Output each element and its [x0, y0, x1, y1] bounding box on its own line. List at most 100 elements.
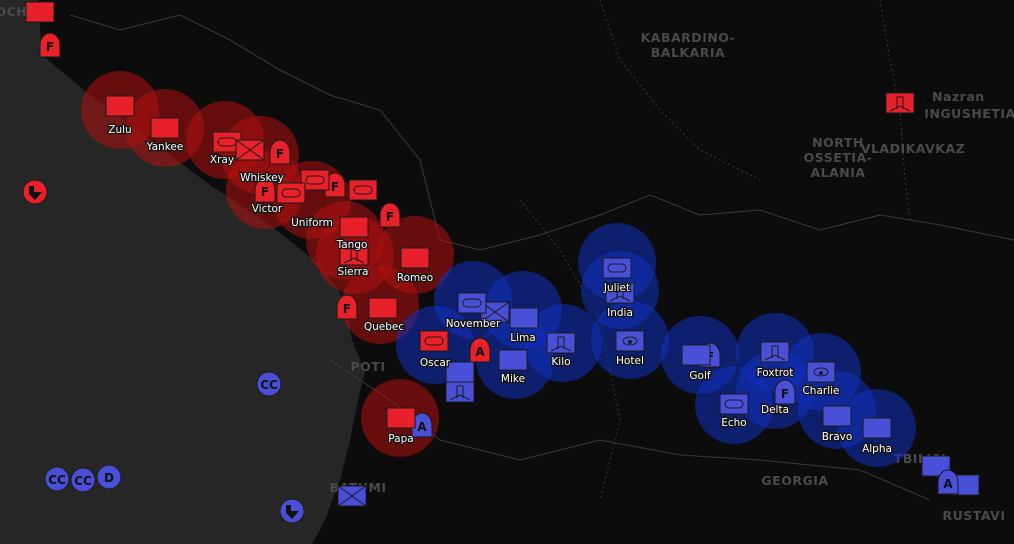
armor-icon — [353, 185, 373, 195]
extra-unit-symbol[interactable]: F — [269, 139, 291, 165]
unit-label-juliet: Juliet — [603, 282, 630, 294]
radar-dot — [819, 371, 823, 375]
unit-label-tango: Tango — [336, 239, 368, 251]
unit-label-zulu: Zulu — [108, 124, 131, 136]
extra-unit-symbol[interactable] — [300, 169, 330, 191]
unit-frame — [150, 117, 180, 139]
place-label-ingushetia: INGUSHETIA — [924, 106, 1014, 121]
unit-frame — [862, 417, 892, 439]
extra-unit-symbol[interactable] — [445, 361, 475, 383]
unit-frame — [602, 257, 632, 279]
unit-frame — [822, 405, 852, 427]
dome-letter: A — [417, 420, 427, 434]
unit-symbol-mike[interactable] — [498, 349, 528, 371]
unit-frame — [25, 1, 55, 23]
unit-symbol-november[interactable] — [457, 292, 487, 314]
unit-symbol-romeo[interactable] — [400, 247, 430, 269]
unit-label-uniform: Uniform — [291, 217, 333, 229]
unit-symbol-foxtrot[interactable] — [760, 341, 790, 363]
unit-symbol-zulu[interactable] — [105, 95, 135, 117]
unit-symbol-delta[interactable]: F — [774, 379, 796, 405]
circle-letter: CC — [48, 473, 66, 487]
unit-frame — [760, 341, 790, 363]
infantry-icon — [235, 139, 265, 161]
unit-symbol-echo[interactable] — [719, 393, 749, 415]
unit-label-delta: Delta — [761, 404, 789, 416]
arrow-icon — [29, 186, 42, 200]
unit-symbol-yankee[interactable] — [150, 117, 180, 139]
extra-unit-symbol[interactable] — [445, 381, 475, 403]
unit-symbol-tango[interactable] — [339, 216, 369, 238]
circle-icon — [256, 371, 282, 397]
unit-symbol-sierra[interactable] — [339, 244, 369, 266]
unit-symbol-quebec[interactable] — [368, 297, 398, 319]
dome-icon — [336, 294, 358, 320]
unit-symbol-bravo[interactable] — [822, 405, 852, 427]
unit-symbols[interactable]: FFFFFAAFCCDCCCCAFF — [22, 1, 980, 524]
radar-dot — [628, 340, 632, 344]
extra-unit-symbol[interactable] — [885, 92, 915, 114]
extra-unit-symbol[interactable] — [22, 179, 48, 205]
unit-symbol-charlie[interactable] — [806, 361, 836, 383]
unit-label-alpha: Alpha — [862, 443, 892, 455]
armor-icon — [462, 298, 482, 308]
unit-symbol-golf[interactable] — [681, 344, 711, 366]
dome-letter: F — [261, 185, 269, 199]
border-line — [69, 14, 441, 241]
unit-frame — [719, 393, 749, 415]
unit-label-oscar: Oscar — [420, 357, 451, 369]
unit-label-lima: Lima — [510, 332, 535, 344]
armor-icon — [724, 399, 744, 409]
place-label-nazran: Nazran — [932, 89, 985, 104]
extra-unit-symbol[interactable] — [348, 179, 378, 201]
unit-symbol-alpha[interactable] — [862, 417, 892, 439]
extra-unit-symbol[interactable] — [279, 498, 305, 524]
unit-symbol-whiskey[interactable] — [235, 139, 265, 161]
extra-unit-symbol[interactable] — [480, 301, 510, 323]
dome-letter: F — [343, 302, 351, 316]
unit-label-foxtrot: Foxtrot — [757, 367, 794, 379]
unit-frame — [885, 92, 915, 114]
unit-frame — [276, 182, 306, 204]
unit-frame — [457, 292, 487, 314]
place-label-balkaria: BALKARIA — [651, 45, 725, 60]
unit-label-sierra: Sierra — [338, 266, 369, 278]
dome-letter: F — [781, 387, 789, 401]
armor-icon — [607, 263, 627, 273]
extra-unit-symbol[interactable]: D — [96, 464, 122, 490]
extra-unit-symbol[interactable]: F — [336, 294, 358, 320]
extra-unit-symbol[interactable]: A — [469, 337, 491, 363]
border-line — [599, 0, 761, 181]
unit-symbol-victor[interactable]: F — [254, 177, 276, 203]
dome-letter: F — [276, 147, 284, 161]
unit-frame — [498, 349, 528, 371]
armor-icon — [305, 175, 325, 185]
extra-unit-symbol[interactable]: CC — [256, 371, 282, 397]
unit-symbol-uniform[interactable] — [276, 182, 306, 204]
unit-frame — [348, 179, 378, 201]
unit-symbol-kilo[interactable] — [546, 332, 576, 354]
unit-label-whiskey: Whiskey — [240, 172, 284, 184]
unit-symbol-oscar[interactable] — [419, 330, 449, 352]
unit-symbol-papa[interactable] — [386, 407, 416, 429]
unit-symbol-hotel[interactable] — [615, 330, 645, 352]
extra-unit-symbol[interactable]: A — [937, 469, 959, 495]
unit-frame — [339, 216, 369, 238]
extra-unit-symbol[interactable]: F — [379, 202, 401, 228]
unit-frame — [445, 381, 475, 403]
unit-label-mike: Mike — [501, 373, 525, 385]
extra-unit-symbol[interactable] — [25, 1, 55, 23]
place-label-poti: POTI — [351, 359, 386, 374]
unit-symbol-juliet[interactable] — [602, 257, 632, 279]
unit-frame — [300, 169, 330, 191]
unit-symbol-lima[interactable] — [509, 307, 539, 329]
unit-symbol-india[interactable] — [605, 282, 635, 304]
extra-unit-symbol[interactable]: F — [39, 32, 61, 58]
extra-unit-symbol[interactable] — [337, 485, 367, 507]
unit-frame — [605, 282, 635, 304]
extra-unit-symbol[interactable]: CC — [44, 466, 70, 492]
extra-unit-symbol[interactable]: CC — [70, 467, 96, 493]
unit-frame — [419, 330, 449, 352]
